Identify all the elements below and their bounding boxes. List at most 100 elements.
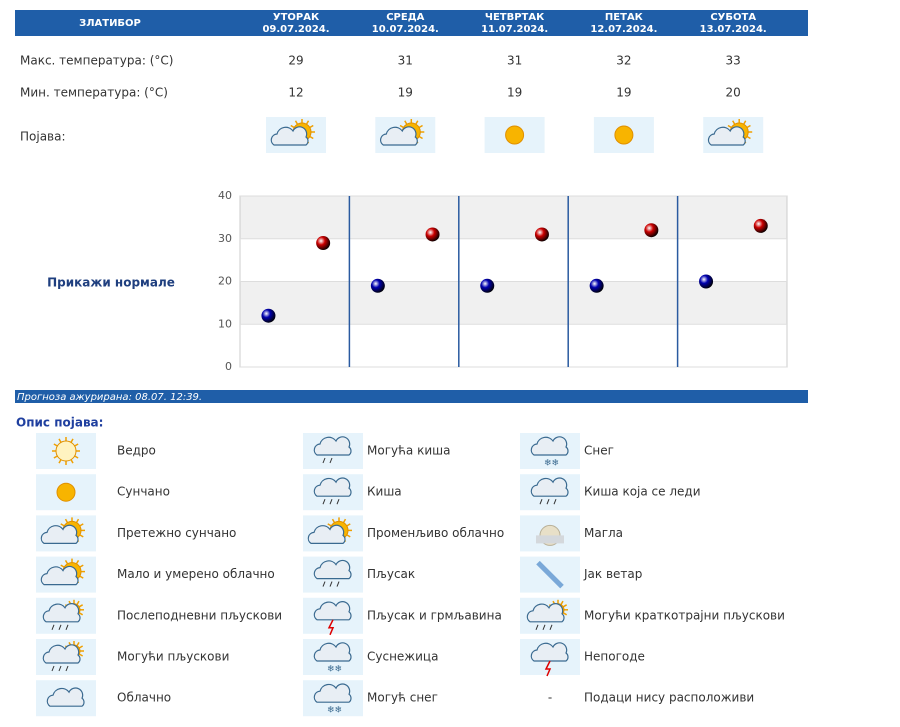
show-normals-link[interactable]: Прикажи нормале: [47, 276, 175, 290]
ray: [562, 612, 568, 616]
ray: [76, 641, 80, 647]
cloud: [42, 644, 81, 664]
drop: [329, 499, 333, 505]
ray: [53, 443, 58, 447]
point: [699, 274, 714, 289]
ray: [346, 534, 351, 538]
legend-symbol: -: [548, 691, 552, 705]
ray: [727, 124, 732, 129]
ray: [70, 459, 74, 464]
cloud: [40, 524, 79, 544]
drop: [322, 581, 326, 587]
cloud: [526, 603, 565, 623]
weather-icon: [36, 474, 96, 511]
weather-icon: [520, 597, 580, 634]
legend-label: Облачно: [117, 691, 171, 705]
temperature: 33: [726, 54, 741, 68]
wind: [536, 560, 564, 589]
weather-icon: [303, 597, 363, 636]
legend-label: Непогоде: [584, 650, 645, 664]
cloud: [313, 642, 352, 662]
flake: ❄❄: [544, 459, 559, 469]
cloud: [313, 601, 352, 621]
day-date: 09.07.2024.: [262, 24, 329, 35]
ray: [346, 523, 351, 527]
day-date: 10.07.2024.: [372, 24, 439, 35]
flake: ❄❄: [327, 665, 342, 675]
drop: [322, 499, 326, 505]
point: [316, 236, 331, 251]
y-tick-label: 0: [225, 360, 232, 373]
day-name: ПЕТАК: [605, 12, 644, 23]
ray: [404, 120, 408, 125]
ray: [309, 135, 314, 140]
drop: [542, 624, 546, 630]
weather-icon: [36, 515, 96, 552]
ray: [418, 124, 423, 129]
bolt: [544, 660, 552, 677]
legend-label: Јак ветар: [583, 567, 642, 581]
footer-bar: [15, 390, 808, 403]
legend-label: Променљиво облачно: [367, 526, 504, 540]
temperature: 32: [616, 54, 631, 68]
legend-label: Пљусак и грмљавина: [367, 608, 502, 622]
flake: ❄❄: [327, 706, 342, 716]
drop: [336, 581, 340, 587]
row-label: Мин. температура: (°C): [20, 86, 168, 100]
cloud: [530, 642, 569, 662]
temperature: 19: [616, 86, 631, 100]
cloud: [46, 687, 85, 707]
drop: [329, 457, 333, 464]
cloud: [42, 603, 81, 623]
bolt: [327, 619, 335, 636]
ray: [560, 600, 564, 605]
point: [261, 308, 276, 323]
ray: [78, 645, 84, 649]
ray: [746, 124, 751, 129]
drop: [549, 624, 553, 630]
row-label: Макс. температура: (°C): [20, 54, 173, 68]
legend-label: Киша која се леди: [584, 485, 701, 499]
cloud: [530, 436, 569, 456]
drop: [51, 665, 55, 672]
temperature: 12: [288, 86, 303, 100]
weather-icon: ❄❄: [520, 433, 580, 469]
ray: [78, 612, 84, 616]
legend-label: Снег: [584, 444, 614, 458]
ray: [732, 120, 736, 125]
weather-icon: [520, 639, 580, 677]
legend-label: Могућ снег: [367, 691, 438, 705]
ray: [746, 135, 751, 140]
day-name: СРЕДА: [386, 12, 424, 23]
weather-icon: [36, 597, 96, 634]
ray: [79, 534, 84, 538]
ray: [79, 523, 84, 527]
cloud: [307, 524, 346, 544]
weather-icon: [303, 433, 363, 469]
ray: [79, 575, 84, 579]
ray: [75, 559, 80, 565]
location: ЗЛАТИБОР: [79, 18, 141, 29]
phenomenon-label: Појава:: [20, 130, 66, 144]
ray: [79, 564, 84, 568]
sun: [505, 125, 525, 145]
point: [589, 278, 604, 293]
drop: [51, 624, 55, 630]
weather-icon: [520, 474, 580, 511]
drop: [546, 499, 550, 505]
ray: [53, 455, 58, 459]
drop: [58, 665, 62, 672]
fog: [536, 535, 564, 544]
cloud: [530, 477, 569, 497]
cloud: [40, 565, 79, 586]
temperature: 31: [398, 54, 413, 68]
point: [753, 218, 768, 233]
day-date: 13.07.2024.: [700, 24, 767, 35]
legend-label: Сунчано: [117, 485, 170, 499]
legend-label: Пљусак: [367, 567, 415, 581]
plot-band: [240, 281, 787, 324]
temperature: 20: [726, 86, 741, 100]
ray: [60, 564, 65, 568]
update-time: Прогноза ажурирана: 08.07. 12:39.: [17, 392, 202, 403]
plot-band: [240, 196, 787, 239]
